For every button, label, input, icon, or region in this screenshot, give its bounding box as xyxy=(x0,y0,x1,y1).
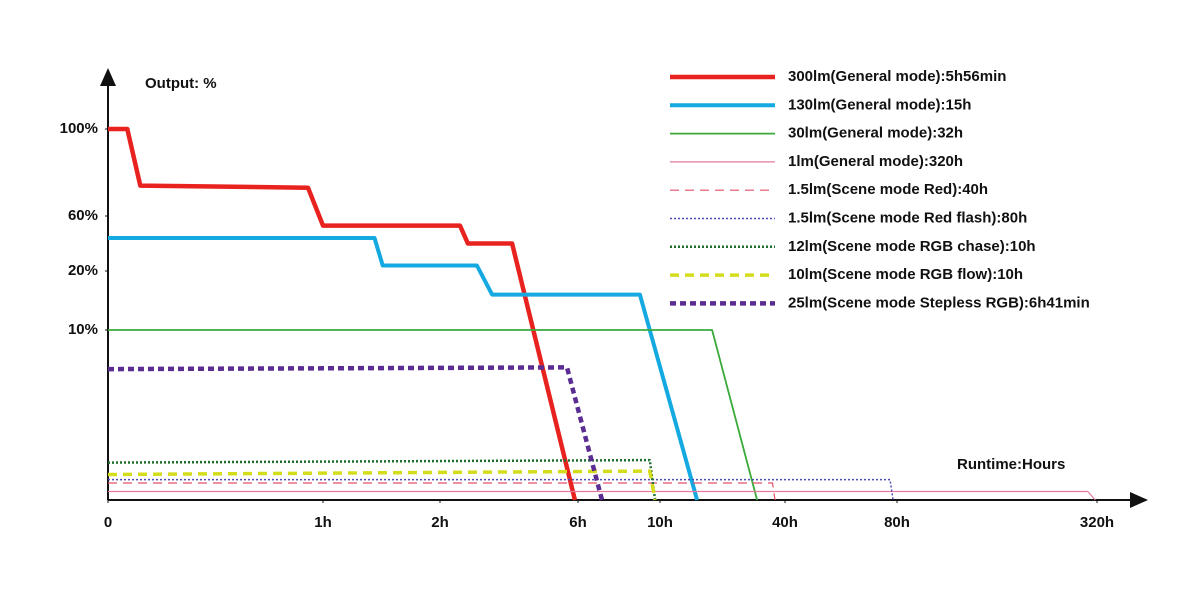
x-tick-label: 80h xyxy=(884,514,910,531)
x-tick-label: 320h xyxy=(1080,514,1114,531)
series-line xyxy=(107,365,605,501)
series-line xyxy=(107,469,657,501)
series-line xyxy=(108,236,700,501)
y-axis-arrow xyxy=(100,68,116,86)
legend-label: 25lm(Scene mode Stepless RGB):6h41min xyxy=(788,294,1090,311)
legend-label: 1.5lm(Scene mode Red):40h xyxy=(788,181,988,198)
y-tick-label: 20% xyxy=(68,262,98,279)
legend-label: 12lm(Scene mode RGB chase):10h xyxy=(788,238,1036,255)
y-tick-label: 60% xyxy=(68,207,98,224)
x-tick-label: 6h xyxy=(569,514,587,531)
legend-label: 1.5lm(Scene mode Red flash):80h xyxy=(788,209,1027,226)
series-line xyxy=(108,478,894,501)
x-tick-label: 2h xyxy=(431,514,449,531)
x-tick-label: 40h xyxy=(772,514,798,531)
x-axis-arrow xyxy=(1130,492,1148,508)
series-line xyxy=(108,329,758,501)
series-line xyxy=(108,490,1096,501)
legend-label: 130lm(General mode):15h xyxy=(788,96,971,113)
legend-label: 1lm(General mode):320h xyxy=(788,153,963,170)
x-tick-label: 1h xyxy=(314,514,332,531)
y-tick-label: 10% xyxy=(68,321,98,338)
x-axis-label: Runtime:Hours xyxy=(957,456,1065,473)
x-tick-label: 0 xyxy=(104,514,112,531)
y-axis-label: Output: % xyxy=(145,75,217,92)
legend-label: 30lm(General mode):32h xyxy=(788,125,963,142)
series-line xyxy=(108,482,776,501)
legend-label: 10lm(Scene mode RGB flow):10h xyxy=(788,266,1023,283)
legend-label: 300lm(General mode):5h56min xyxy=(788,68,1006,85)
x-tick-label: 10h xyxy=(647,514,673,531)
y-tick-label: 100% xyxy=(60,120,98,137)
series-line xyxy=(108,126,578,501)
